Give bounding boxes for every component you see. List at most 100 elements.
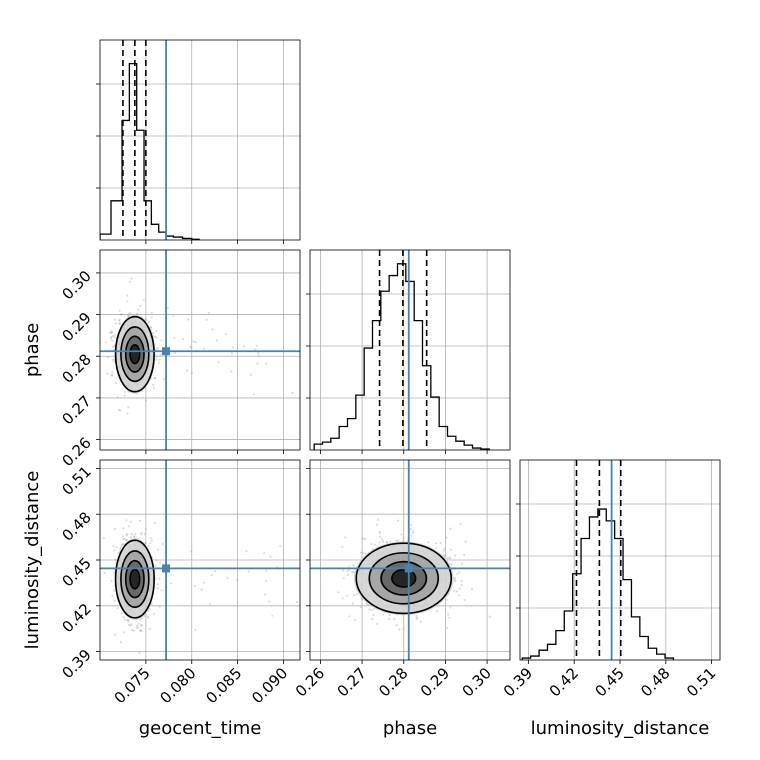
scatter-point [129, 624, 132, 627]
y-tick-label: 0.51 [58, 462, 94, 498]
scatter-point [395, 539, 398, 543]
scatter-point [115, 382, 118, 385]
scatter-point [235, 578, 239, 581]
scatter-point [359, 551, 362, 554]
scatter-point [402, 627, 405, 630]
scatter-point [264, 593, 267, 596]
scatter-point [105, 341, 108, 344]
x-tick-label: 0.085 [202, 664, 245, 707]
scatter-point [137, 626, 140, 629]
scatter-point [126, 412, 129, 415]
scatter-point [364, 537, 367, 541]
panel-plot-area [100, 250, 300, 450]
scatter-point [313, 572, 315, 574]
scatter-point [355, 593, 359, 596]
scatter-point [427, 541, 430, 544]
scatter-point [160, 339, 163, 342]
scatter-point [436, 610, 439, 613]
scatter-point [144, 317, 147, 320]
scatter-point [138, 652, 141, 655]
scatter-point [412, 530, 415, 533]
scatter-point [111, 358, 114, 362]
contour-line [124, 559, 145, 599]
scatter-point [114, 559, 117, 562]
x-tick-label: 0.39 [500, 664, 536, 700]
scatter-point [271, 614, 274, 617]
scatter-point [157, 361, 160, 364]
scatter-point [242, 345, 246, 348]
scatter-point [389, 540, 392, 543]
scatter-point [342, 577, 345, 580]
panel-plot-area [100, 460, 315, 660]
scatter-point [111, 335, 114, 338]
scatter-point [380, 538, 383, 541]
scatter-point [200, 588, 203, 591]
scatter-point [460, 579, 463, 583]
scatter-point [116, 607, 119, 610]
scatter-point [291, 391, 294, 395]
scatter-point [172, 314, 175, 317]
scatter-point [352, 594, 356, 597]
scatter-point [398, 628, 401, 631]
scatter-point [461, 562, 464, 565]
scatter-point [135, 626, 138, 629]
y-tick-label: 0.45 [58, 554, 94, 590]
scatter-point [450, 563, 453, 566]
scatter-point [257, 354, 260, 357]
scatter-point [395, 624, 398, 627]
density-level [391, 569, 416, 588]
scatter-point [388, 617, 391, 621]
scatter-point [127, 624, 130, 627]
scatter-point [153, 335, 156, 338]
scatter-point [182, 338, 185, 341]
scatter-point [113, 549, 116, 552]
scatter-point [166, 307, 169, 310]
scatter-point [458, 587, 461, 590]
scatter-point [190, 550, 193, 553]
scatter-point [296, 601, 299, 604]
scatter-point [361, 551, 364, 554]
scatter-point [113, 558, 116, 561]
truth-marker [162, 564, 171, 573]
scatter-point [130, 623, 133, 626]
scatter-point [134, 533, 137, 536]
y-tick-label: 0.48 [58, 508, 94, 544]
scatter-point [123, 390, 126, 393]
scatter-point [123, 394, 126, 397]
contour-line [120, 326, 150, 383]
scatter-point [137, 622, 140, 625]
scatter-point [136, 624, 139, 627]
scatter-point [145, 318, 148, 322]
scatter-point [118, 408, 121, 412]
scatter-point [127, 406, 130, 409]
scatter-point [459, 523, 462, 526]
scatter-point [144, 527, 147, 530]
scatter-point [140, 533, 143, 536]
scatter-point [113, 599, 116, 602]
scatter-point [448, 616, 451, 619]
scatter-point [149, 542, 152, 545]
scatter-point [129, 311, 132, 315]
scatter-point [146, 615, 149, 618]
scatter-point [161, 542, 164, 546]
scatter-point [160, 353, 163, 356]
scatter-point [341, 597, 344, 600]
scatter-point [416, 617, 419, 620]
scatter-point [265, 362, 268, 365]
scatter-point [112, 345, 115, 348]
y-tick-label: 0.29 [58, 309, 94, 345]
scatter-point [155, 355, 158, 358]
scatter-point [155, 336, 158, 339]
scatter-point [386, 541, 389, 544]
scatter-point [341, 545, 344, 548]
scatter-point [113, 358, 116, 361]
scatter-point [446, 626, 449, 630]
scatter-point [149, 326, 152, 329]
scatter-point [377, 518, 380, 521]
scatter-point [449, 548, 453, 551]
scatter-point [269, 555, 272, 559]
scatter-point [148, 627, 151, 630]
scatter-point [439, 542, 442, 545]
scatter-point [110, 374, 113, 377]
